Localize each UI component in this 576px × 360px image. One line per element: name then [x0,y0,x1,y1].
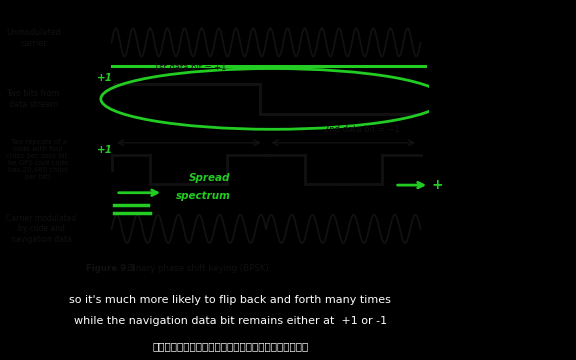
Text: while the navigation data bit remains either at  +1 or -1: while the navigation data bit remains ei… [74,316,387,326]
Text: +1: +1 [97,145,112,156]
Text: Unmodulated
carrier: Unmodulated carrier [6,28,61,48]
Text: +1: +1 [97,73,112,84]
Text: 所以很可能没等导航电文变化，扩频码已经变了很多次了: 所以很可能没等导航电文变化，扩频码已经变了很多次了 [152,341,309,351]
Text: spectrum: spectrum [176,191,231,201]
Text: Binary phase shift keying (BPSK).: Binary phase shift keying (BPSK). [122,264,271,273]
Text: Spread: Spread [189,173,230,183]
Text: so it's much more likely to flip back and forth many times: so it's much more likely to flip back an… [70,294,391,305]
Text: Carrier modulated
by code and
navigation data: Carrier modulated by code and navigation… [6,214,77,244]
Text: Figure 9.3: Figure 9.3 [86,264,135,273]
Text: 1st data bit = +1: 1st data bit = +1 [154,63,226,72]
Text: 2nd data bit = −1: 2nd data bit = −1 [324,126,400,135]
Text: +: + [431,178,443,192]
Text: Two bits from
data stream: Two bits from data stream [6,89,60,109]
Text: Two repeats of a
code with four
chips per data bit.
he GPS civil code
has 20,460: Two repeats of a code with four chips pe… [6,139,70,180]
